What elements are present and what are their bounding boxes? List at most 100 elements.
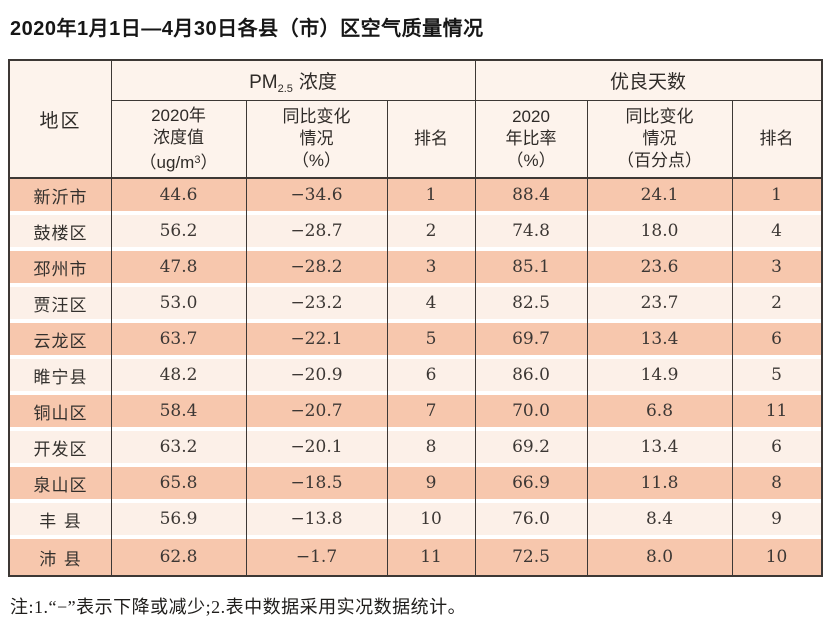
- footnote: 注:1.“−”表示下降或减少;2.表中数据采用实况数据统计。: [10, 597, 467, 617]
- cell-days-change: 23.6: [587, 251, 733, 287]
- cell-pm-value: 53.0: [111, 287, 246, 323]
- cell-days-rank: 6: [732, 323, 822, 359]
- header-sub-row: 2020年 浓度值 （ug/m3） 同比变化 情况 （%） 排名 2020 年比…: [10, 101, 822, 179]
- cell-days-rank: 3: [732, 251, 822, 287]
- cell-pm-change: −22.1: [246, 323, 387, 359]
- col-header-pm-change: 同比变化 情况 （%）: [246, 101, 387, 179]
- cell-days-rank: 1: [732, 179, 822, 215]
- cell-days-rank: 4: [732, 215, 822, 251]
- cell-pm-value: 62.8: [111, 539, 246, 575]
- cell-pm-change: −1.7: [246, 539, 387, 575]
- table-row: 泉山区 65.8 −18.5 9 66.9 11.8 8: [10, 467, 822, 503]
- table-row: 云龙区 63.7 −22.1 5 69.7 13.4 6: [10, 323, 822, 359]
- table-row: 沛 县 62.8 −1.7 11 72.5 8.0 10: [10, 539, 822, 575]
- cell-region: 云龙区: [10, 323, 111, 359]
- cell-days-change: 11.8: [587, 467, 733, 503]
- cell-pm-change: −28.7: [246, 215, 387, 251]
- table-row: 新沂市 44.6 −34.6 1 88.4 24.1 1: [10, 179, 822, 215]
- cell-region: 新沂市: [10, 179, 111, 215]
- cell-days-rate: 82.5: [475, 287, 588, 323]
- cell-pm-change: −18.5: [246, 467, 387, 503]
- table-row: 开发区 63.2 −20.1 8 69.2 13.4 6: [10, 431, 822, 467]
- cell-pm-change: −13.8: [246, 503, 387, 539]
- cell-region: 睢宁县: [10, 359, 111, 395]
- cell-region: 铜山区: [10, 395, 111, 431]
- table-row: 铜山区 58.4 −20.7 7 70.0 6.8 11: [10, 395, 822, 431]
- cell-pm-rank: 6: [387, 359, 476, 395]
- column-separator-line: [111, 61, 112, 575]
- table-row: 睢宁县 48.2 −20.9 6 86.0 14.9 5: [10, 359, 822, 395]
- cell-days-change: 6.8: [587, 395, 733, 431]
- col-group-good-days: 优良天数: [475, 61, 822, 101]
- cell-days-rank: 2: [732, 287, 822, 323]
- data-table: 地区 PM2.5 浓度 优良天数 2020年 浓度值 （ug/m3） 同比变化 情…: [10, 61, 822, 575]
- cell-region: 泉山区: [10, 467, 111, 503]
- col-header-pm-value: 2020年 浓度值 （ug/m3）: [111, 101, 246, 179]
- cell-days-change: 14.9: [587, 359, 733, 395]
- pm25-label-suffix: 浓度: [298, 71, 337, 93]
- cell-pm-value: 47.8: [111, 251, 246, 287]
- column-separator-line: [475, 61, 476, 575]
- cell-pm-rank: 11: [387, 539, 476, 575]
- cell-days-rank: 11: [732, 395, 822, 431]
- cell-days-rank: 8: [732, 467, 822, 503]
- unit-prefix: （ug/m: [139, 152, 195, 172]
- cell-days-rate: 72.5: [475, 539, 588, 575]
- col-header-days-rank: 排名: [732, 101, 822, 179]
- cell-days-rate: 74.8: [475, 215, 588, 251]
- cell-pm-rank: 7: [387, 395, 476, 431]
- col-header-pm-rank: 排名: [387, 101, 476, 179]
- cell-region: 鼓楼区: [10, 215, 111, 251]
- cell-days-change: 8.0: [587, 539, 733, 575]
- cell-days-change: 8.4: [587, 503, 733, 539]
- cell-days-change: 18.0: [587, 215, 733, 251]
- pm25-label-prefix: PM: [249, 71, 278, 93]
- cell-pm-rank: 1: [387, 179, 476, 215]
- cell-region: 丰 县: [10, 503, 111, 539]
- column-separator-line: [387, 101, 388, 575]
- cell-days-rate: 69.2: [475, 431, 588, 467]
- cell-pm-value: 56.2: [111, 215, 246, 251]
- air-quality-table: 地区 PM2.5 浓度 优良天数 2020年 浓度值 （ug/m3） 同比变化 情…: [8, 59, 823, 577]
- cell-pm-rank: 9: [387, 467, 476, 503]
- page-title: 2020年1月1日—4月30日各县（市）区空气质量情况: [10, 18, 484, 40]
- cell-pm-value: 44.6: [111, 179, 246, 215]
- cell-pm-value: 65.8: [111, 467, 246, 503]
- column-separator-line: [587, 101, 588, 575]
- cell-pm-value: 56.9: [111, 503, 246, 539]
- cell-days-change: 23.7: [587, 287, 733, 323]
- col-header-days-rate: 2020 年比率 （%）: [475, 101, 588, 179]
- cell-pm-rank: 4: [387, 287, 476, 323]
- pm-value-line1: 2020年: [151, 105, 206, 125]
- cell-pm-value: 63.7: [111, 323, 246, 359]
- column-separator-line: [732, 101, 733, 575]
- cell-days-rate: 66.9: [475, 467, 588, 503]
- cell-pm-rank: 2: [387, 215, 476, 251]
- cell-days-change: 13.4: [587, 431, 733, 467]
- cell-pm-value: 58.4: [111, 395, 246, 431]
- col-header-region: 地区: [10, 61, 111, 179]
- cell-days-rank: 10: [732, 539, 822, 575]
- unit-suffix: ）: [200, 152, 218, 172]
- cell-pm-rank: 10: [387, 503, 476, 539]
- cell-pm-change: −23.2: [246, 287, 387, 323]
- cell-days-rank: 5: [732, 359, 822, 395]
- cell-days-rank: 6: [732, 431, 822, 467]
- cell-region: 沛 县: [10, 539, 111, 575]
- pm-value-unit: （ug/m3）: [111, 149, 246, 174]
- cell-days-rate: 88.4: [475, 179, 588, 215]
- cell-days-rate: 76.0: [475, 503, 588, 539]
- col-header-days-change: 同比变化 情况 （百分点）: [587, 101, 733, 179]
- cell-days-rank: 9: [732, 503, 822, 539]
- cell-days-rate: 85.1: [475, 251, 588, 287]
- cell-pm-rank: 8: [387, 431, 476, 467]
- cell-pm-change: −28.2: [246, 251, 387, 287]
- cell-region: 开发区: [10, 431, 111, 467]
- table-row: 鼓楼区 56.2 −28.7 2 74.8 18.0 4: [10, 215, 822, 251]
- cell-days-rate: 86.0: [475, 359, 588, 395]
- table-row: 丰 县 56.9 −13.8 10 76.0 8.4 9: [10, 503, 822, 539]
- table-row: 贾汪区 53.0 −23.2 4 82.5 23.7 2: [10, 287, 822, 323]
- cell-days-change: 24.1: [587, 179, 733, 215]
- cell-pm-change: −34.6: [246, 179, 387, 215]
